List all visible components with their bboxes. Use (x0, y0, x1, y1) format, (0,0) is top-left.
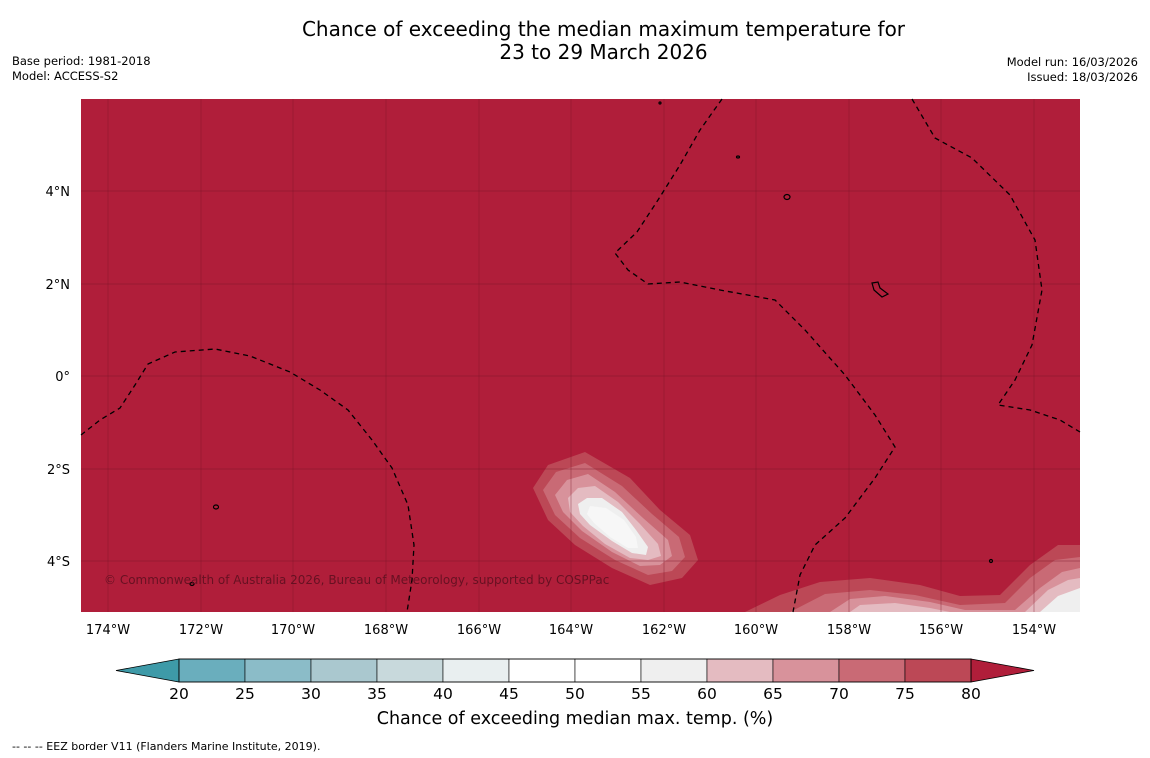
colorbar-tick-label: 25 (235, 685, 255, 703)
lon-tick-label: 166°W (457, 623, 501, 638)
lon-tick-label: 162°W (642, 623, 686, 638)
colorbar-segment (574, 658, 642, 683)
island (658, 101, 662, 105)
eez-border-center (614, 98, 896, 613)
colorbar-tick-label: 50 (565, 685, 585, 703)
lon-tick-label: 158°W (827, 623, 871, 638)
lat-tick-label: 4°N (46, 185, 71, 200)
eez-border-east (911, 98, 1081, 433)
graticule (81, 99, 1080, 612)
lon-tick-label: 154°W (1012, 623, 1056, 638)
lon-tick-label: 174°W (86, 623, 130, 638)
lat-tick-label: 4°S (47, 555, 70, 570)
islands (189, 101, 994, 587)
lon-tick-label: 168°W (364, 623, 408, 638)
lon-tick-label: 164°W (549, 623, 593, 638)
colorbar-under-arrow (115, 658, 180, 683)
colorbar-tick-label: 65 (763, 685, 783, 703)
base-period: Base period: 1981-2018 (12, 54, 151, 68)
colorbar-tick-label: 40 (433, 685, 453, 703)
colorbar-tick-label: 35 (367, 685, 387, 703)
island (189, 581, 195, 587)
colorbar-tick-label: 80 (961, 685, 981, 703)
colorbar-segment (178, 658, 246, 683)
colorbar-over-arrow (970, 658, 1035, 683)
colorbar-segment (838, 658, 906, 683)
colorbar-segment (244, 658, 312, 683)
meta-right: Model run: 16/03/2026 Issued: 18/03/2026 (1007, 55, 1138, 85)
colorbar-segment (706, 658, 774, 683)
map-title: Chance of exceeding the median maximum t… (0, 18, 1150, 64)
lat-tick-label: 0° (55, 370, 70, 385)
colorbar-segment (508, 658, 576, 683)
contour-band-southeast (745, 545, 1080, 612)
model-run: Model run: 16/03/2026 (1006, 55, 1138, 69)
lat-axis: 4°N 2°N 0° 2°S 4°S (46, 185, 71, 570)
contour-blob-center (533, 452, 698, 585)
island (212, 504, 220, 510)
map-panel: © Commonwealth of Australia 2026, Bureau… (80, 98, 1081, 613)
model-name: Model: ACCESS-S2 (12, 69, 119, 83)
colorbar-tick-label: 55 (631, 685, 651, 703)
issued-date: Issued: 18/03/2026 (1027, 70, 1138, 84)
colorbar-tick-label: 75 (895, 685, 915, 703)
colorbar-tick-label: 70 (829, 685, 849, 703)
eez-footnote: -- -- -- EEZ border V11 (Flanders Marine… (12, 740, 321, 753)
colorbar-tick-label: 60 (697, 685, 717, 703)
island (871, 281, 890, 298)
map-title-line2: 23 to 29 March 2026 (499, 40, 708, 64)
lat-tick-label: 2°N (46, 278, 71, 293)
map-title-line1: Chance of exceeding the median maximum t… (301, 17, 906, 41)
colorbar-frame (178, 658, 972, 683)
colorbar-segment (310, 658, 378, 683)
island (988, 558, 994, 564)
island (783, 193, 791, 201)
lat-tick-label: 2°S (47, 463, 70, 478)
lon-tick-label: 170°W (271, 623, 315, 638)
colorbar-tick-label: 30 (301, 685, 321, 703)
colorbar-segment (442, 658, 510, 683)
eez-borders (80, 98, 1081, 613)
colorbar: 20 25 30 35 40 45 50 55 60 65 70 75 80 (115, 658, 1035, 703)
lon-tick-label: 172°W (179, 623, 223, 638)
colorbar-segment (640, 658, 708, 683)
colorbar-segment (772, 658, 840, 683)
meta-left: Base period: 1981-2018 Model: ACCESS-S2 (12, 54, 151, 84)
lon-tick-label: 160°W (734, 623, 778, 638)
colorbar-tick-label: 45 (499, 685, 519, 703)
colorbar-segment (904, 658, 972, 683)
lon-axis: 174°W 172°W 170°W 168°W 166°W 164°W 162°… (86, 623, 1056, 638)
colorbar-title: Chance of exceeding median max. temp. (%… (376, 709, 774, 729)
eez-border-west (80, 348, 415, 613)
lon-tick-label: 156°W (919, 623, 963, 638)
colorbar-segment (376, 658, 444, 683)
colorbar-tick-label: 20 (169, 685, 189, 703)
copyright-text: © Commonwealth of Australia 2026, Bureau… (104, 573, 609, 587)
island (735, 155, 741, 159)
